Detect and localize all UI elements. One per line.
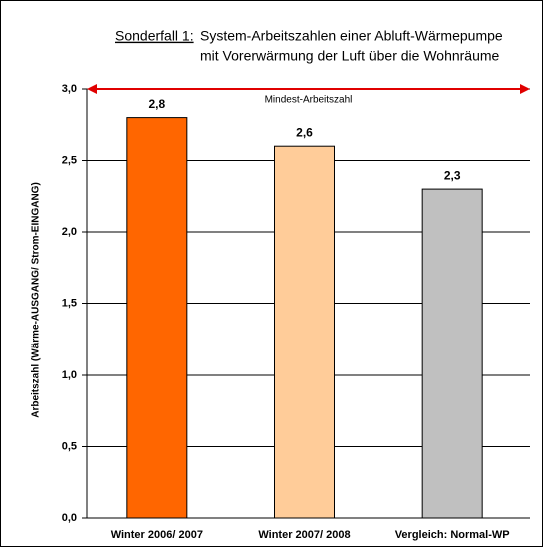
bar bbox=[126, 117, 188, 519]
reference-label: Mindest-Arbeitszahl bbox=[265, 95, 353, 106]
arrow-head bbox=[520, 84, 530, 94]
arrow-head bbox=[87, 84, 97, 94]
y-tick-label: 1,0 bbox=[62, 369, 77, 381]
data-label: 2,8 bbox=[148, 97, 165, 111]
bar bbox=[421, 188, 483, 519]
y-tick-label: 2,5 bbox=[62, 154, 77, 166]
data-label: 2,6 bbox=[296, 125, 313, 139]
bar bbox=[274, 145, 335, 519]
chart-title: System-Arbeitszahlen einer Abluft-Wärmep… bbox=[200, 28, 503, 44]
chart-title: mit Vorerwärmung der Luft über die Wohnr… bbox=[200, 48, 500, 64]
y-tick-label: 1,5 bbox=[62, 297, 77, 309]
x-tick-label: Winter 2007/ 2008 bbox=[258, 529, 350, 541]
y-tick-label: 0,0 bbox=[62, 512, 77, 524]
title-prefix: Sonderfall 1: bbox=[115, 28, 194, 44]
x-tick-label: Winter 2006/ 2007 bbox=[111, 529, 203, 541]
x-tick-label: Vergleich: Normal-WP bbox=[395, 529, 510, 541]
y-axis-label: Arbeitszahl (Wärme-AUSGANG/ Strom-EINGAN… bbox=[31, 182, 42, 418]
y-tick-label: 2,0 bbox=[62, 226, 77, 238]
y-tick-label: 3,0 bbox=[62, 83, 77, 95]
data-label: 2,3 bbox=[444, 168, 461, 182]
y-tick-label: 0,5 bbox=[62, 440, 77, 452]
